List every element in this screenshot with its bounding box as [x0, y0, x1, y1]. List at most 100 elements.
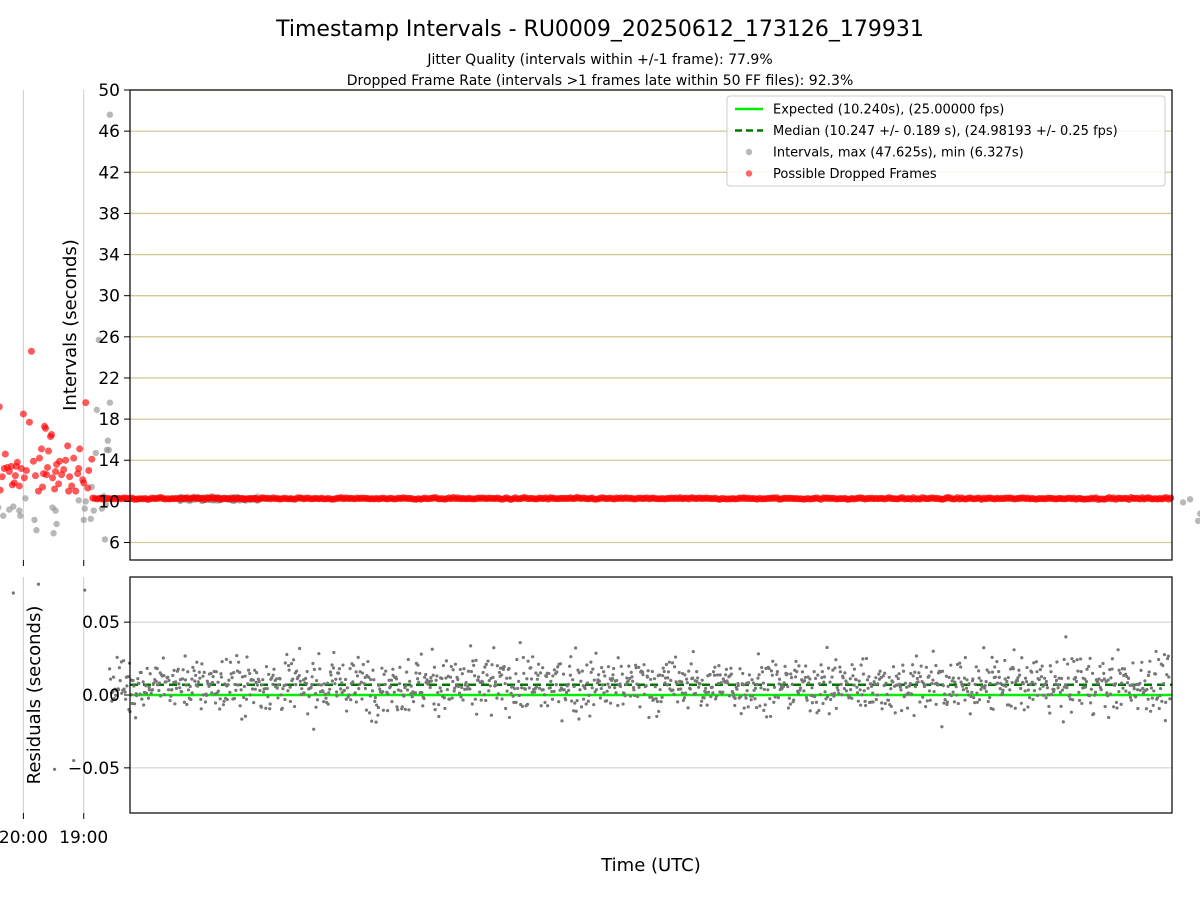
residual-point: [1100, 679, 1104, 683]
residual-point: [358, 670, 362, 674]
dropped-frame-point: [1167, 494, 1175, 502]
residual-point: [297, 673, 301, 678]
residual-point: [529, 666, 533, 670]
residual-point: [551, 674, 555, 678]
residual-point: [1161, 663, 1165, 668]
residual-point: [1038, 687, 1042, 691]
residual-point: [850, 663, 854, 667]
residual-point: [182, 700, 187, 704]
residual-point: [762, 708, 766, 712]
residual-point: [481, 670, 485, 675]
residual-point: [687, 669, 691, 673]
dropped-frame-point: [27, 347, 35, 355]
residual-point: [238, 704, 242, 708]
residual-point: [1034, 660, 1038, 664]
residual-point: [738, 667, 742, 671]
dropped-frame-point: [65, 487, 73, 495]
residual-point: [1148, 659, 1152, 663]
residual-point: [1030, 670, 1034, 674]
residual-point: [787, 696, 791, 700]
residual-point: [336, 671, 341, 675]
dropped-frame-point: [37, 445, 45, 453]
residual-point: [337, 667, 341, 671]
residual-point: [1069, 710, 1074, 714]
residual-point: [882, 683, 886, 688]
residual-point: [975, 691, 979, 695]
residual-point: [929, 670, 933, 674]
residual-point: [718, 673, 722, 677]
residual-point: [903, 693, 907, 697]
residual-point: [416, 663, 420, 667]
residual-point: [326, 681, 330, 685]
residual-point: [606, 665, 611, 669]
residual-point: [566, 682, 570, 687]
residual-point: [227, 678, 231, 682]
residual-point: [584, 702, 588, 706]
residual-point: [476, 678, 480, 682]
residual-point: [825, 695, 830, 699]
residual-point: [391, 667, 395, 671]
residual-point: [618, 684, 623, 689]
residual-point: [114, 693, 118, 697]
residual-point: [719, 681, 723, 685]
residual-point: [1075, 658, 1079, 662]
residual-point: [913, 685, 918, 689]
residual-point: [1083, 677, 1087, 681]
residual-point: [449, 664, 453, 669]
residual-point: [497, 670, 502, 675]
residual-point: [995, 659, 999, 664]
residual-point: [295, 669, 299, 673]
residual-point: [835, 686, 839, 690]
residual-point: [580, 669, 584, 673]
residual-point: [945, 700, 949, 704]
residual-point: [433, 708, 437, 712]
dropped-frame-point: [41, 422, 49, 430]
dropped-frame-point: [0, 473, 6, 481]
residual-point: [243, 674, 247, 678]
residual-point: [789, 675, 794, 680]
residual-point: [176, 667, 180, 671]
residual-point: [602, 691, 606, 695]
residual-point: [749, 698, 753, 702]
residual-point: [813, 695, 817, 699]
residual-point: [1089, 687, 1093, 691]
residual-point: [975, 700, 979, 704]
residual-point: [698, 682, 702, 686]
residual-point: [1126, 676, 1131, 680]
residual-point: [415, 677, 420, 681]
residual-point: [190, 691, 194, 695]
residual-point: [248, 693, 252, 697]
residual-point: [1025, 665, 1029, 670]
residual-point: [407, 708, 411, 712]
residual-point: [755, 682, 759, 687]
residual-point: [228, 690, 232, 694]
residual-point: [635, 682, 639, 686]
residual-point: [848, 677, 852, 681]
residual-point: [317, 652, 321, 656]
residual-point: [174, 686, 179, 690]
residual-point: [712, 673, 717, 677]
interval-point: [0, 512, 7, 519]
dropped-frame-point: [0, 464, 8, 472]
residual-point: [629, 670, 633, 674]
residual-point: [589, 660, 593, 664]
residual-point: [1072, 659, 1076, 664]
residual-point: [322, 700, 326, 704]
residual-point: [775, 672, 779, 677]
residual-point: [157, 681, 162, 685]
residual-point: [272, 667, 276, 671]
residual-point: [170, 687, 174, 692]
residual-point: [372, 678, 376, 682]
residual-point: [138, 692, 142, 696]
residual-point: [276, 683, 280, 687]
residual-point: [291, 658, 296, 662]
residual-point: [1000, 691, 1005, 695]
residual-point: [589, 670, 593, 674]
legend-marker: [745, 148, 753, 156]
residual-point: [315, 698, 320, 702]
legend-marker: [745, 170, 753, 177]
residual-point: [833, 666, 837, 670]
y-tick-label: 34: [98, 246, 120, 266]
residual-point: [268, 702, 272, 706]
residual-point: [708, 672, 712, 677]
